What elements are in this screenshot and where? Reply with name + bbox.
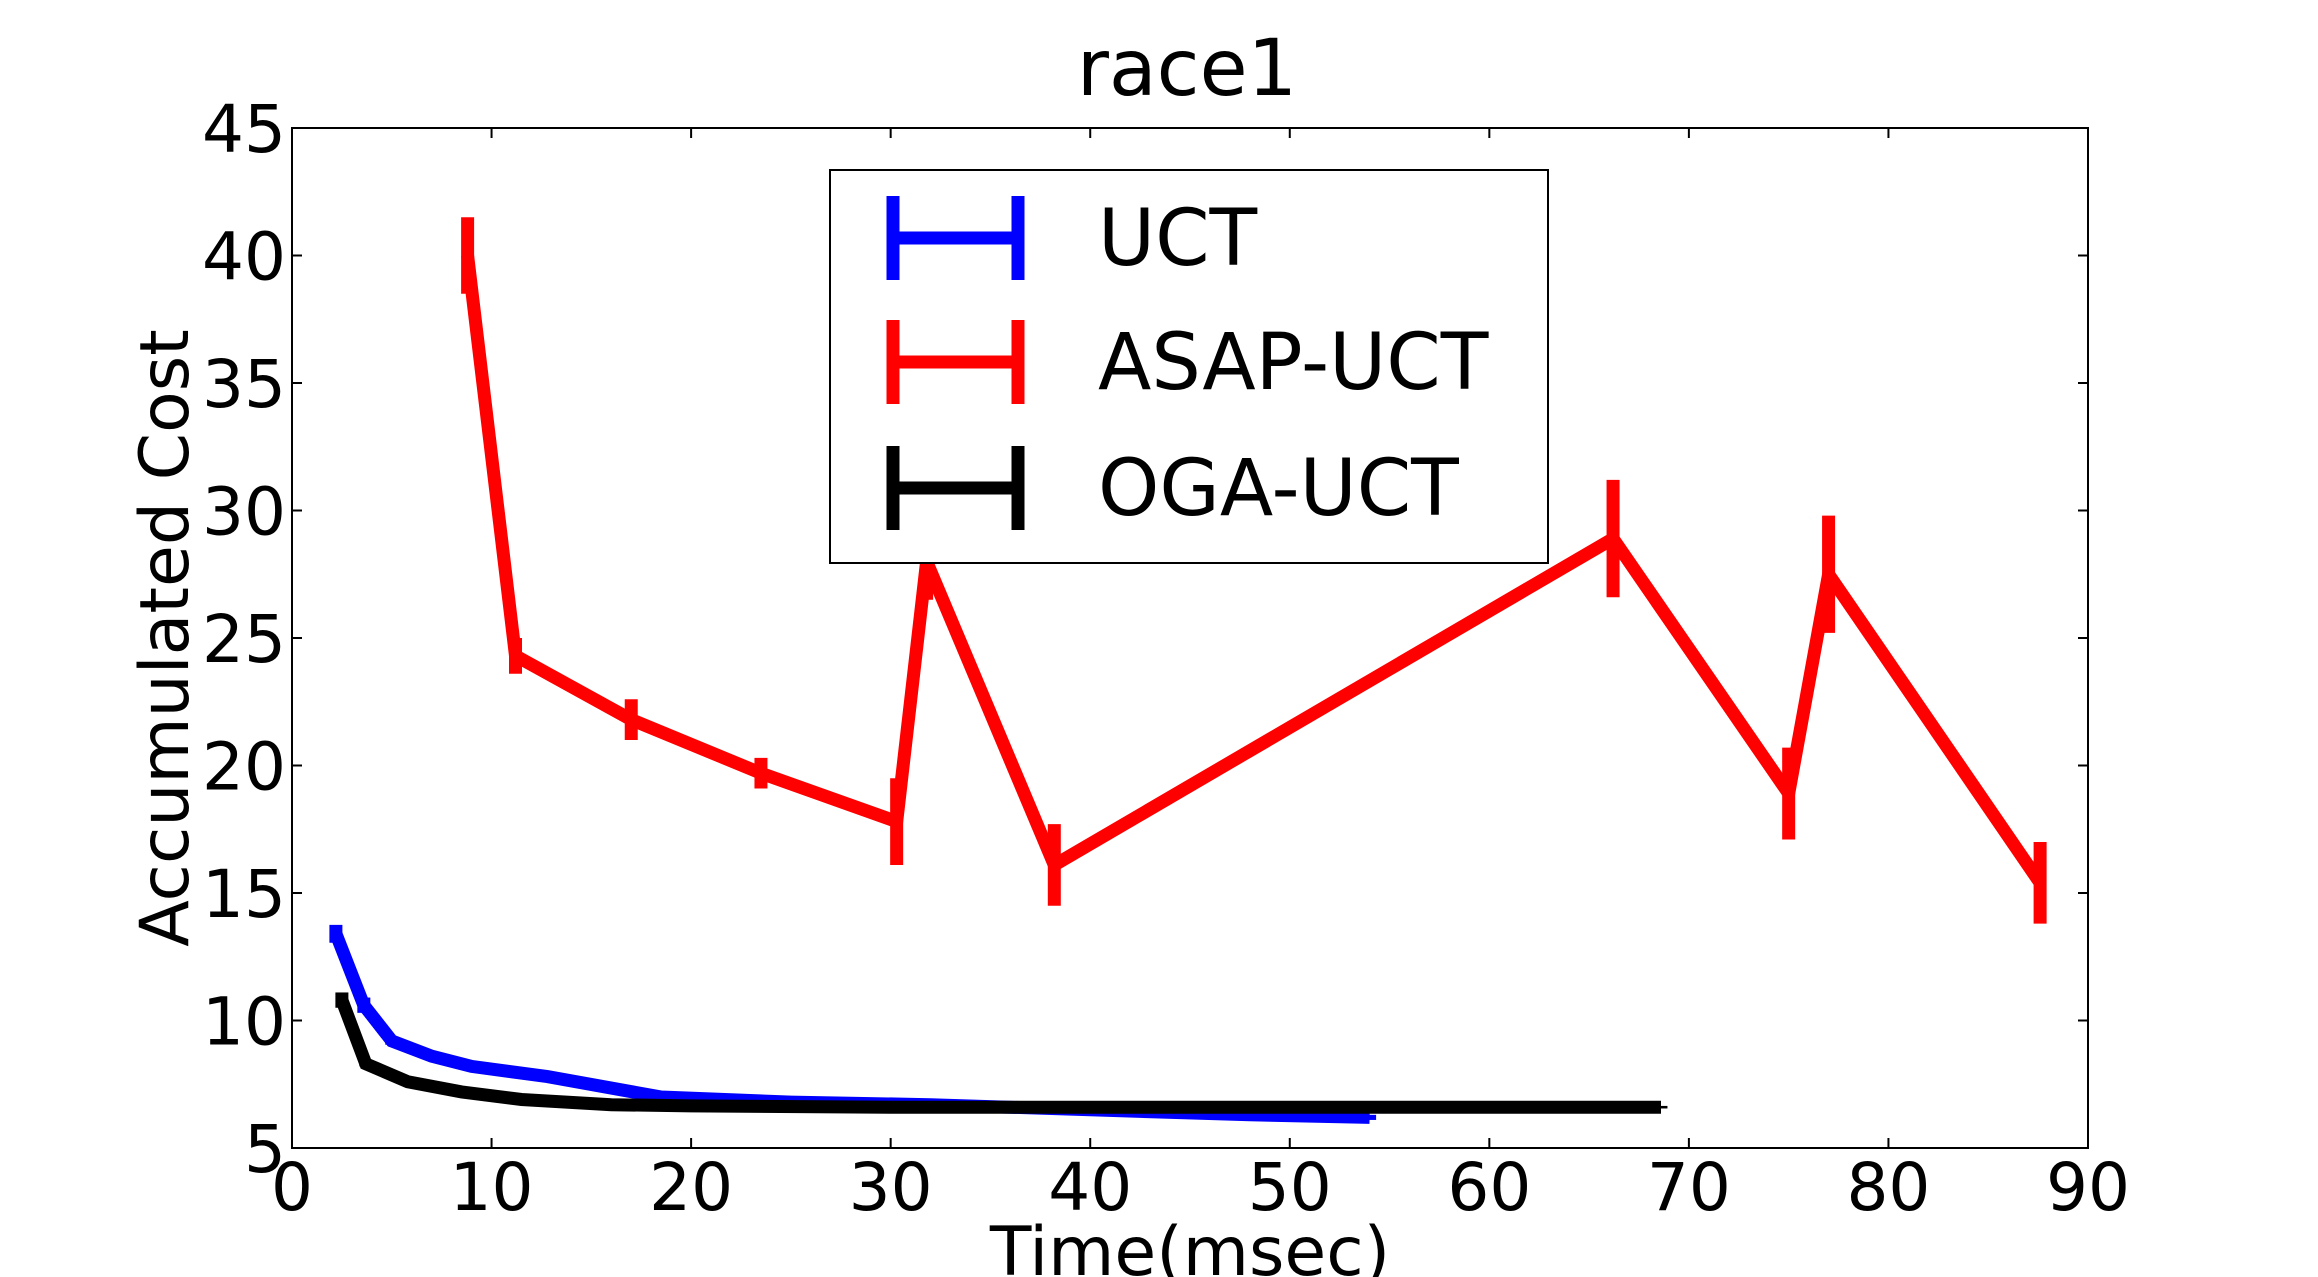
tick-layer: 0 10 20 30 40 50 60 70 80 90 5 10 15 20 25 30 35 40 45 [202,91,2130,1226]
x-tick-label: 10 [450,1149,534,1226]
x-tick-label: 60 [1447,1149,1531,1226]
x-tick-label: 80 [1846,1149,1930,1226]
legend-item-uct: UCT [886,194,1258,284]
x-tick-label: 50 [1248,1149,1332,1226]
chart-title: race1 [1077,24,1297,114]
y-tick-label: 35 [202,346,286,423]
x-tick-label: 70 [1647,1149,1731,1226]
x-tick-label: 20 [649,1149,733,1226]
y-axis-label: Accumulated Cost [126,329,205,947]
y-tick-label: 5 [244,1111,286,1188]
legend-label: ASAP-UCT [1098,318,1489,408]
series-line-oga-uct [335,997,1661,1114]
legend: UCT ASAP-UCT OGA-UCT [829,169,1549,564]
y-tick-label: 30 [202,474,286,551]
x-tick-label: 30 [849,1149,933,1226]
y-tick-label: 10 [202,984,286,1061]
legend-label: OGA-UCT [1098,444,1459,534]
y-tick-label: 25 [202,601,286,678]
x-tick-label: 40 [1048,1149,1132,1226]
x-tick-label: 90 [2046,1149,2130,1226]
x-tick-label: 0 [271,1149,313,1226]
x-axis-label: Time(msec) [989,1213,1390,1277]
y-tick-label: 20 [202,729,286,806]
legend-label: UCT [1098,194,1258,284]
legend-item-oga-uct: OGA-UCT [886,444,1459,534]
y-tick-label: 40 [202,219,286,296]
y-tick-label: 45 [202,91,286,168]
legend-item-asap-uct: ASAP-UCT [886,318,1489,408]
y-tick-label: 15 [202,856,286,933]
series-oga-uct [335,992,1668,1114]
